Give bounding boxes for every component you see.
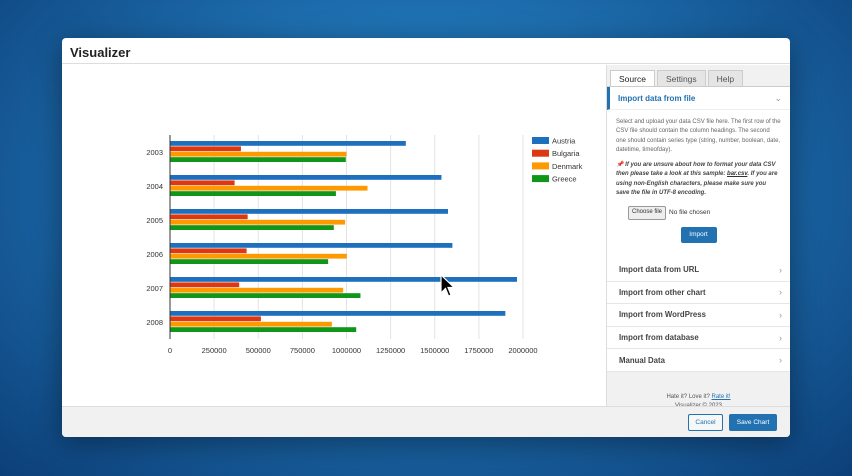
bar-greece-2004 [170,191,336,196]
section-label: Import from database [619,333,699,343]
legend-label: Bulgaria [552,149,580,158]
y-category-label: 2008 [146,318,163,327]
sidebar-tabs: Source Settings Help [607,65,790,87]
bar-austria-2005 [170,209,448,214]
chevron-right-icon: › [779,355,782,366]
y-category-label: 2006 [146,250,163,259]
bar-bulgaria-2003 [170,146,241,152]
legend-label: Greece [552,175,577,184]
rate-link[interactable]: Rate it! [711,393,731,400]
tab-help[interactable]: Help [707,70,744,86]
bar-austria-2007 [170,277,517,282]
cancel-button[interactable]: Cancel [688,414,723,431]
section-import-database[interactable]: Import from database › [607,326,790,350]
bar-bulgaria-2005 [170,214,248,220]
bar-austria-2006 [170,243,453,248]
note-text: If you are unsure about how to format yo… [616,162,776,178]
tab-source[interactable]: Source [610,70,655,86]
bar-bulgaria-2008 [170,316,261,322]
bar-bulgaria-2007 [170,282,240,288]
bar-austria-2008 [170,311,506,316]
legend-swatch-austria [532,137,549,144]
bar-greece-2006 [170,259,329,264]
bar-denmark-2004 [170,185,368,191]
y-category-label: 2003 [146,148,163,157]
section-label: Import from other chart [619,287,706,297]
modal-title: Visualizer [62,38,790,64]
import-button[interactable]: Import [680,226,717,243]
legend-label: Denmark [552,162,583,171]
file-input: Choose file No file chosen [628,206,781,220]
pin-icon: 📌 [616,162,624,169]
x-tick-label: 0 [168,346,172,355]
sample-link[interactable]: bar.csv [727,171,748,178]
bar-denmark-2003 [170,151,347,157]
y-category-label: 2004 [146,182,163,191]
bar-denmark-2007 [170,287,344,293]
chevron-right-icon: › [779,264,782,275]
bar-chart: 0 250000 500000 750000 1000000 1250000 1500000… [146,135,583,355]
legend-label: Austria [552,137,576,146]
bar-bulgaria-2006 [170,248,247,254]
bar-denmark-2008 [170,321,332,327]
legend-swatch-denmark [532,162,549,170]
import-note: 📌 If you are unsure about how to format … [616,161,781,198]
bar-greece-2007 [170,293,361,298]
section-import-file-header[interactable]: Import data from file ⌄ [607,87,790,110]
chevron-right-icon: › [779,309,782,320]
file-status: No file chosen [669,209,711,217]
chevron-down-icon: ⌄ [774,92,782,103]
x-tick-label: 1500000 [420,346,449,355]
section-import-wordpress[interactable]: Import from WordPress › [607,304,790,327]
x-tick-label: 2000000 [508,346,537,355]
bar-denmark-2006 [170,253,347,259]
x-tick-label: 500000 [246,346,271,355]
bar-greece-2008 [170,327,357,332]
import-description: Select and upload your data CSV file her… [616,119,781,153]
legend-swatch-greece [532,175,549,183]
credits: Hate it? Love it? Rate it! Visualizer © … [607,393,790,411]
x-tick-label: 250000 [202,346,227,355]
section-import-other-chart[interactable]: Import from other chart › [607,281,790,305]
section-label: Manual Data [619,355,665,365]
copyright: Visualizer © 2023 [607,402,790,411]
save-chart-button[interactable]: Save Chart [729,414,777,431]
bar-greece-2003 [170,157,346,162]
x-tick-label: 750000 [290,346,315,355]
mouse-cursor-icon [440,274,456,297]
section-label: Import data from URL [619,265,700,275]
y-category-label: 2007 [146,284,163,293]
section-title: Import data from file [618,93,696,103]
legend-swatch-bulgaria [532,149,549,157]
section-manual-data[interactable]: Manual Data › [607,349,790,372]
note-text-2: . If you are using non-English character… [616,171,778,197]
chart-preview: 0 250000 500000 750000 1000000 1250000 1500000… [62,65,606,406]
bar-greece-2005 [170,225,334,230]
chevron-right-icon: › [779,287,782,298]
bar-denmark-2005 [170,219,346,225]
y-category-label: 2005 [146,216,163,225]
x-tick-label: 1250000 [376,346,405,355]
credits-text: Hate it? Love it? [666,393,710,400]
chevron-right-icon: › [779,332,782,343]
tab-settings[interactable]: Settings [656,70,706,86]
sidebar: Source Settings Help Import data from fi… [606,65,790,409]
x-tick-label: 1750000 [464,346,493,355]
bar-austria-2004 [170,175,442,180]
section-import-url[interactable]: Import data from URL › [607,259,790,282]
section-label: Import from WordPress [619,310,706,320]
section-import-file-body: Select and upload your data CSV file her… [607,110,790,259]
choose-file-button[interactable]: Choose file [628,206,667,220]
visualizer-modal: Visualizer 0 250000 500000 750000 1000000 125… [62,38,790,437]
bar-bulgaria-2004 [170,180,235,186]
x-tick-label: 1000000 [332,346,361,355]
bar-austria-2003 [170,141,406,146]
modal-footer: Cancel Save Chart [62,406,790,437]
